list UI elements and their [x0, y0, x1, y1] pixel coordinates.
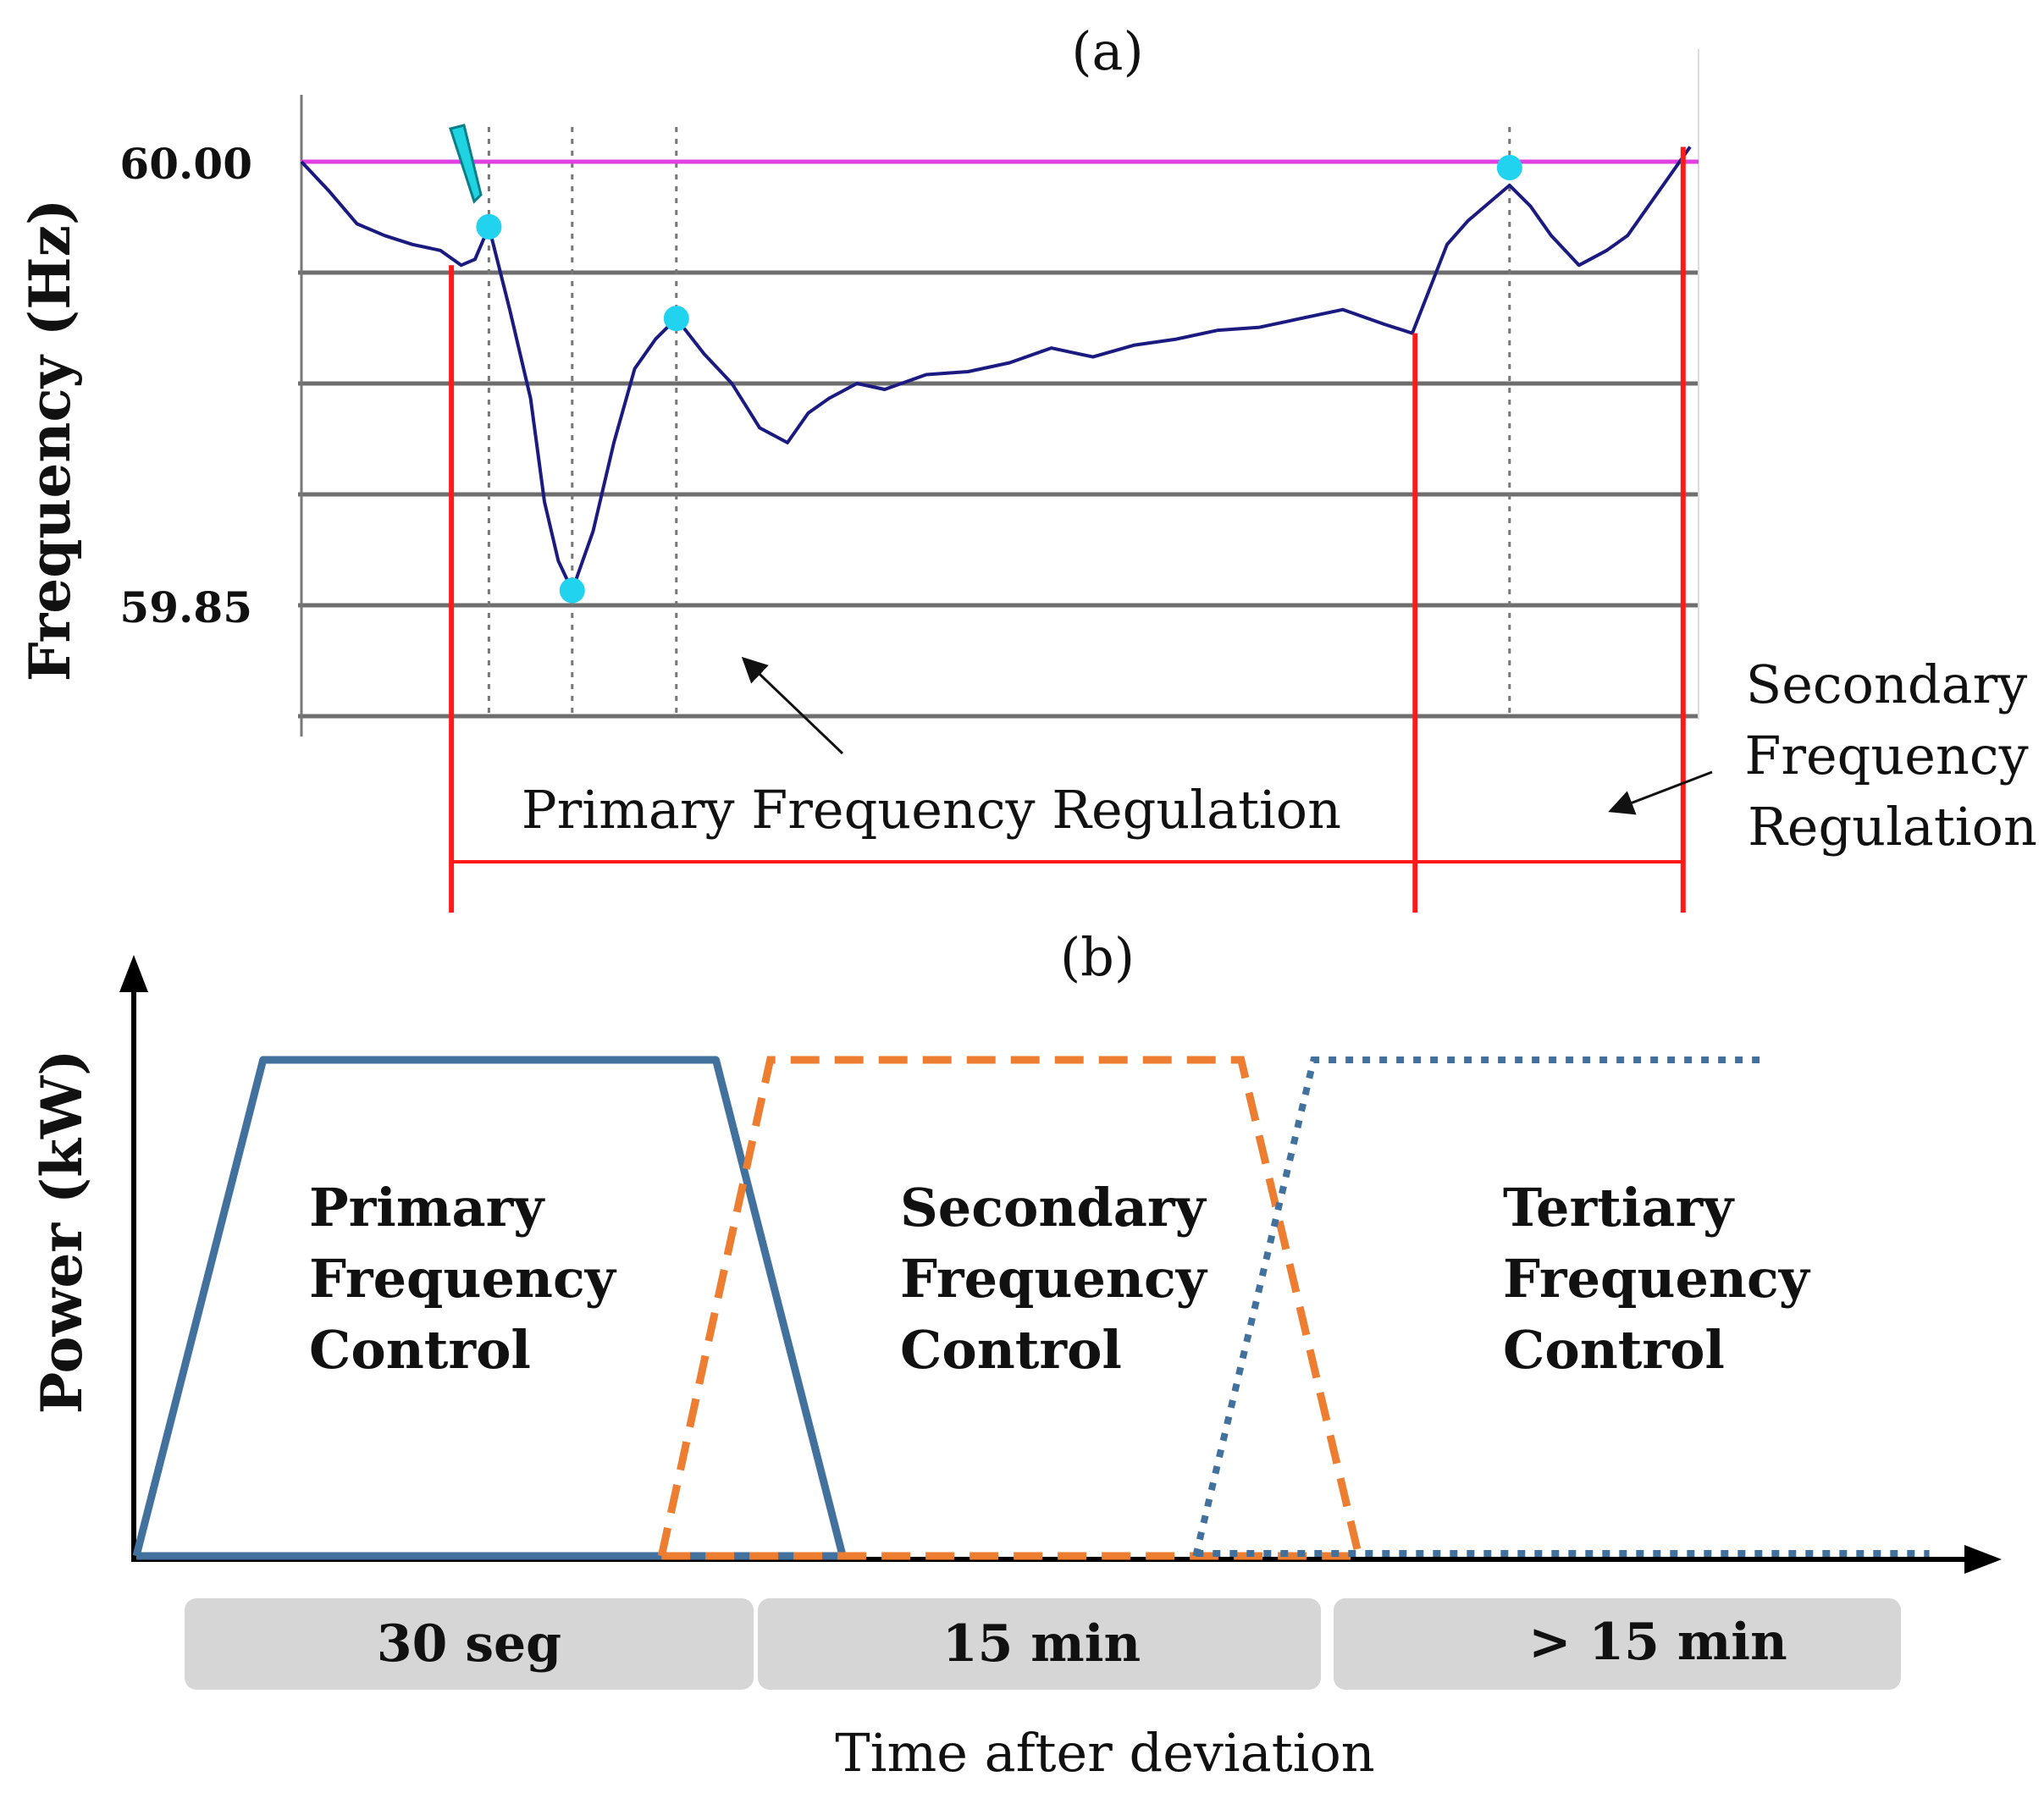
primary-control-curve: [132, 1056, 847, 1560]
panel-a-highlight-point-1: [476, 213, 502, 240]
panel-a-highlight-point-2: [559, 577, 585, 604]
primary-region-label: Primary Frequency Control: [309, 1177, 617, 1381]
primary-region-label-line3: Control: [309, 1319, 531, 1381]
time-band-1: 30 seg: [185, 1598, 754, 1690]
frequency-trace: [300, 146, 1692, 593]
tertiary-region-label: Tertiary Frequency Control: [1503, 1177, 1811, 1381]
panel-a-y-tick-label-1: 60.00: [119, 139, 252, 189]
panel-b-x-axis-arrow: [1964, 1545, 2002, 1574]
panel-a-highlight-point-3: [663, 306, 689, 332]
secondary-control-curve: [657, 1056, 1364, 1560]
secondary-regulation-label-line2: Frequency: [1744, 725, 2028, 786]
panel-b-label: (b): [1060, 926, 1135, 988]
regulation-bracket: [449, 146, 1686, 913]
time-band-2-box: [758, 1598, 1321, 1690]
tertiary-region-label-line3: Control: [1503, 1319, 1725, 1381]
secondary-region-label-line2: Frequency: [900, 1248, 1208, 1310]
primary-region-label-line2: Frequency: [309, 1248, 617, 1310]
tertiary-region-label-line1: Tertiary: [1503, 1177, 1735, 1239]
panel-b: (b) Power (kW) Primary Frequency Control…: [29, 926, 2002, 1784]
secondary-region-label-line1: Secondary: [900, 1177, 1207, 1239]
panel-a-gridlines: [298, 270, 1699, 719]
time-band-3-box: [1334, 1598, 1901, 1690]
time-band-1-label: 30 seg: [377, 1614, 561, 1674]
panel-b-x-axis-title: Time after deviation: [835, 1722, 1374, 1784]
cursor-pen-icon: [449, 124, 483, 204]
panel-a-event-markers: [487, 127, 1511, 718]
secondary-regulation-arrow: [1608, 770, 1713, 815]
panel-a-y-tick-label-2: 59.85: [119, 582, 252, 632]
secondary-region-label: Secondary Frequency Control: [900, 1177, 1208, 1381]
primary-region-label-line1: Primary: [309, 1177, 545, 1239]
panel-a: (a) Frequency (Hz) 60.00 59.85 Primary Fr…: [17, 20, 2037, 913]
panel-a-highlight-point-4: [1496, 154, 1522, 180]
time-band-3: > 15 min: [1334, 1598, 1901, 1690]
panel-a-highlight-points: [476, 154, 1522, 604]
time-band-3-label: > 15 min: [1528, 1613, 1787, 1672]
secondary-region-label-line3: Control: [900, 1319, 1122, 1381]
primary-regulation-arrow: [741, 656, 844, 755]
panel-b-y-axis-arrow: [119, 955, 148, 992]
secondary-regulation-label-line1: Secondary: [1746, 654, 2027, 715]
primary-regulation-label: Primary Frequency Regulation: [522, 779, 1341, 841]
time-band-2: 15 min: [758, 1598, 1321, 1690]
panel-a-y-ticks: 60.00 59.85: [119, 139, 252, 632]
secondary-regulation-label-line3: Regulation: [1748, 796, 2037, 858]
tertiary-region-label-line2: Frequency: [1503, 1248, 1811, 1310]
tertiary-control-curve: [1192, 1056, 1767, 1557]
time-band-1-box: [185, 1598, 754, 1690]
panel-a-y-axis-title: Frequency (Hz): [17, 199, 83, 681]
panel-a-label: (a): [1071, 20, 1143, 82]
panel-b-y-axis-title: Power (kW): [29, 1050, 95, 1415]
time-band-2-label: 15 min: [942, 1614, 1141, 1674]
